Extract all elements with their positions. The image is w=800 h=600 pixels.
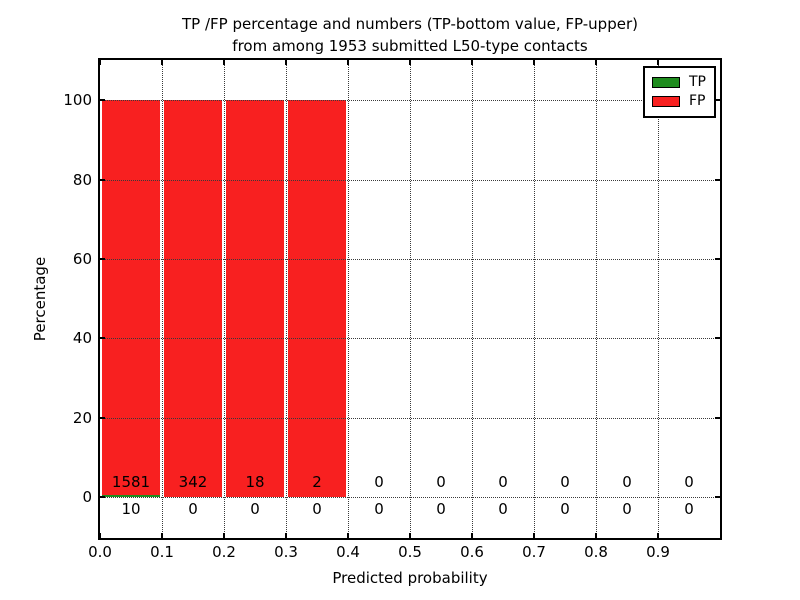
tp-count-label: 0 xyxy=(560,500,570,519)
tp-count-label: 0 xyxy=(684,500,694,519)
y-tick-label: 80 xyxy=(72,170,92,189)
fp-count-label: 0 xyxy=(436,473,446,492)
v-gridline xyxy=(224,60,225,538)
tp-count-label: 0 xyxy=(374,500,384,519)
x-tick-label: 0.8 xyxy=(584,543,608,561)
x-tick-label: 0.4 xyxy=(336,543,360,561)
fp-count-label: 0 xyxy=(498,473,508,492)
y-tick-label: 60 xyxy=(72,250,92,269)
fp-count-label: 0 xyxy=(374,473,384,492)
legend-label-fp: FP xyxy=(689,93,706,109)
x-tickmark-top xyxy=(657,60,659,65)
x-tickmark-top xyxy=(285,60,287,65)
x-tickmark-top xyxy=(99,60,101,65)
fp-count-label: 0 xyxy=(684,473,694,492)
fp-bar xyxy=(226,100,284,498)
x-axis-ticks: 0.0 0.1 0.2 0.3 0.4 0.5 0.6 0.7 0.8 0.9 xyxy=(88,543,720,563)
v-gridline xyxy=(472,60,473,538)
v-gridline xyxy=(658,60,659,538)
tp-count-label: 0 xyxy=(622,500,632,519)
x-tickmark-bottom xyxy=(99,533,101,538)
fp-count-label: 1581 xyxy=(111,473,151,492)
fp-bar xyxy=(288,100,346,498)
v-gridline xyxy=(162,60,163,538)
x-tickmark-bottom xyxy=(285,533,287,538)
x-tickmark-top xyxy=(595,60,597,65)
tp-count-label: 0 xyxy=(188,500,198,519)
x-tickmark-top xyxy=(409,60,411,65)
legend: TP FP xyxy=(643,66,716,118)
x-tickmark-bottom xyxy=(595,533,597,538)
x-tick-label: 0.1 xyxy=(150,543,174,561)
tp-count-label: 0 xyxy=(312,500,322,519)
fp-color-swatch xyxy=(652,96,680,107)
y-tickmark-right xyxy=(715,416,720,419)
tp-color-swatch xyxy=(652,77,680,88)
x-tick-label: 0.5 xyxy=(398,543,422,561)
x-tick-label: 0.0 xyxy=(88,543,112,561)
x-tickmark-bottom xyxy=(223,533,225,538)
y-tick-label: 20 xyxy=(72,408,92,427)
v-gridline xyxy=(348,60,349,538)
v-gridline xyxy=(534,60,535,538)
y-tickmark-left xyxy=(100,178,105,181)
v-gridline xyxy=(410,60,411,538)
y-tickmark-left xyxy=(100,99,105,102)
x-tick-label: 0.7 xyxy=(522,543,546,561)
x-tickmark-top xyxy=(533,60,535,65)
y-tickmark-left xyxy=(100,337,105,340)
y-axis-ticks: 0 20 40 60 80 100 xyxy=(0,60,92,538)
v-gridline xyxy=(286,60,287,538)
x-tickmark-bottom xyxy=(347,533,349,538)
chart-title-line1: TP /FP percentage and numbers (TP-bottom… xyxy=(182,15,638,33)
y-tickmark-right xyxy=(715,99,720,102)
x-tickmark-bottom xyxy=(533,533,535,538)
x-tickmark-bottom xyxy=(409,533,411,538)
fp-bar xyxy=(102,100,160,495)
fp-bar xyxy=(164,100,222,498)
tp-bar xyxy=(102,494,160,498)
x-tick-label: 0.2 xyxy=(212,543,236,561)
tp-count-label: 10 xyxy=(121,500,141,519)
y-tickmark-left xyxy=(100,416,105,419)
legend-entry-tp: TP xyxy=(652,74,706,91)
x-tick-label: 0.3 xyxy=(274,543,298,561)
fp-count-label: 0 xyxy=(622,473,632,492)
x-tickmark-top xyxy=(223,60,225,65)
legend-entry-fp: FP xyxy=(652,93,706,110)
v-gridline xyxy=(596,60,597,538)
tp-count-label: 0 xyxy=(436,500,446,519)
x-tickmark-bottom xyxy=(657,533,659,538)
x-tickmark-top xyxy=(347,60,349,65)
x-tick-label: 0.6 xyxy=(460,543,484,561)
y-tick-label: 40 xyxy=(72,329,92,348)
chart-title: TP /FP percentage and numbers (TP-bottom… xyxy=(100,13,720,57)
y-tick-label: 0 xyxy=(82,488,92,507)
legend-label-tp: TP xyxy=(689,74,706,90)
x-tick-label: 0.9 xyxy=(646,543,670,561)
y-tickmark-left xyxy=(100,496,105,499)
y-tick-label: 100 xyxy=(63,91,92,110)
tp-count-label: 0 xyxy=(498,500,508,519)
y-tickmark-right xyxy=(715,496,720,499)
x-tickmark-top xyxy=(161,60,163,65)
y-tickmark-right xyxy=(715,337,720,340)
fp-count-label: 18 xyxy=(245,473,265,492)
chart-title-line2: from among 1953 submitted L50-type conta… xyxy=(232,37,588,55)
fp-count-label: 0 xyxy=(560,473,570,492)
y-tickmark-right xyxy=(715,178,720,181)
x-tickmark-bottom xyxy=(471,533,473,538)
fp-count-label: 2 xyxy=(312,473,322,492)
y-tickmark-left xyxy=(100,258,105,261)
x-tickmark-top xyxy=(471,60,473,65)
plot-area: TP FP 1581 10 342 0 18 0 2 0 0 0 0 0 0 0 0 0 0 0 0 0 xyxy=(98,58,722,540)
y-tickmark-right xyxy=(715,258,720,261)
fp-count-label: 342 xyxy=(178,473,208,492)
tp-count-label: 0 xyxy=(250,500,260,519)
x-axis-label: Predicted probability xyxy=(332,569,488,587)
x-tickmark-bottom xyxy=(161,533,163,538)
